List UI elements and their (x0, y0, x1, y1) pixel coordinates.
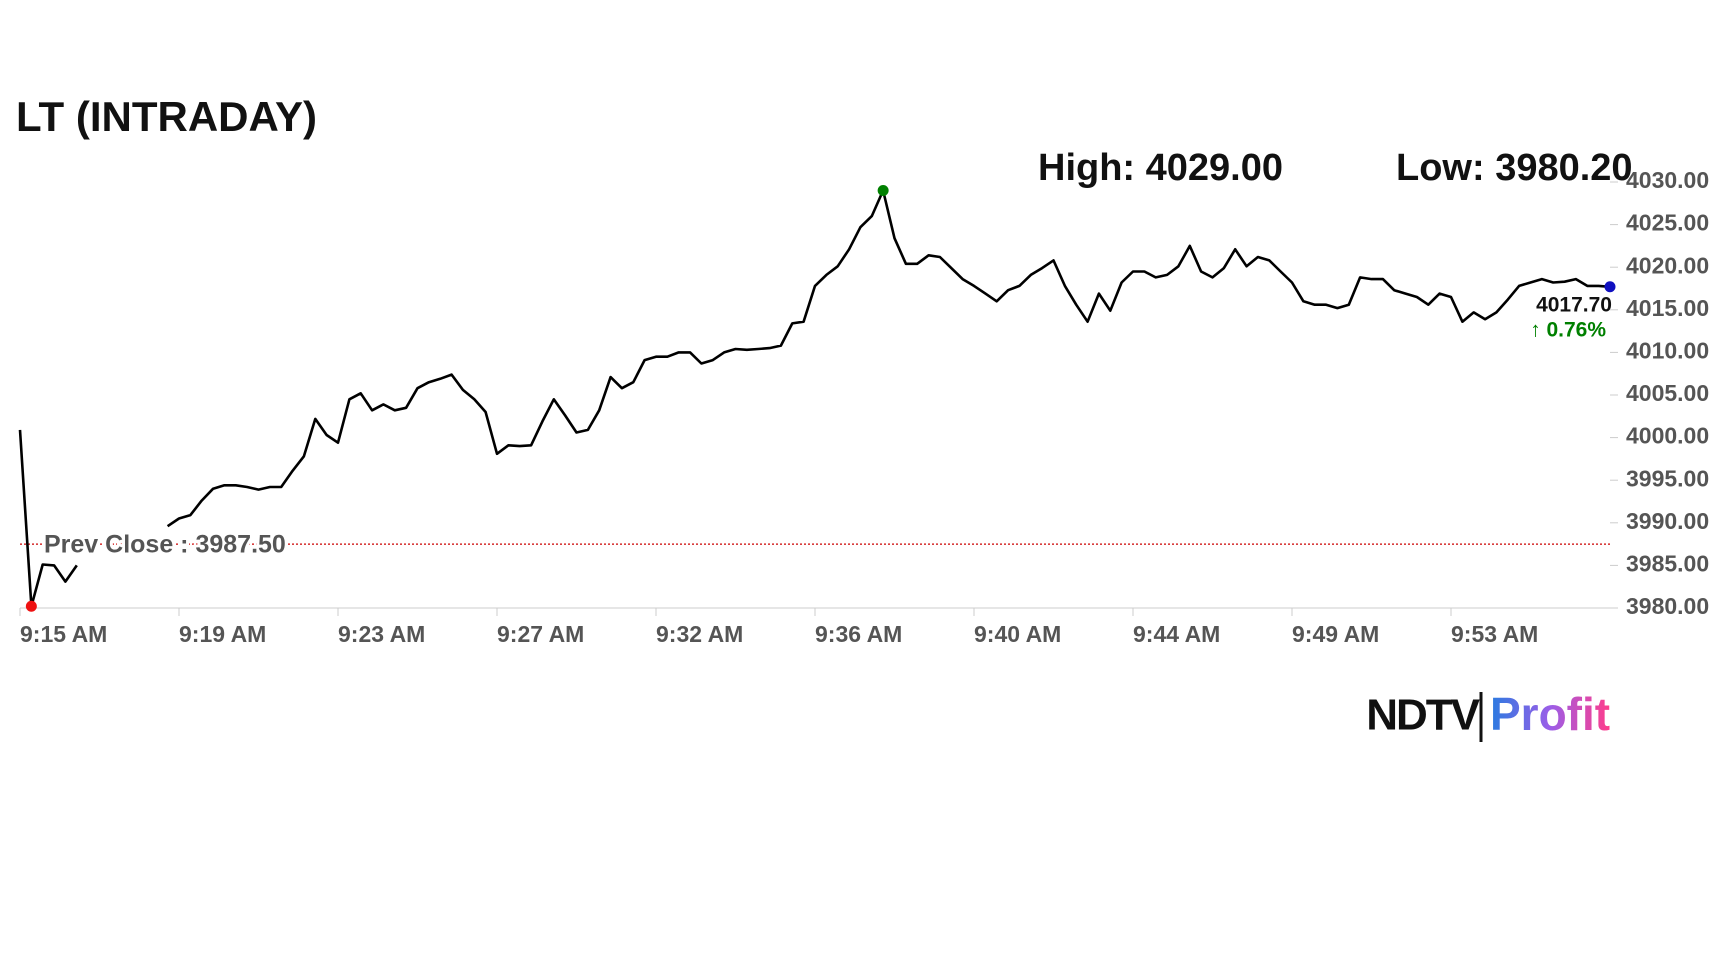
y-tick-label: 3995.00 (1626, 465, 1709, 491)
x-tick-label: 9:19 AM (179, 621, 266, 647)
y-tick-label: 3985.00 (1626, 550, 1709, 576)
low-marker (25, 600, 37, 612)
logo-ndtv: NDTV (1366, 691, 1480, 740)
y-tick-label: 4015.00 (1626, 295, 1709, 321)
y-tick-label: 4025.00 (1626, 210, 1709, 236)
y-tick-label: 3990.00 (1626, 508, 1709, 534)
x-tick-label: 9:40 AM (974, 621, 1061, 647)
high-marker (877, 185, 889, 197)
y-tick-label: 3980.00 (1626, 593, 1709, 619)
y-tick-label: 4005.00 (1626, 380, 1709, 406)
y-tick-label: 4010.00 (1626, 337, 1709, 363)
x-tick-label: 9:15 AM (20, 621, 107, 647)
change-label: ↑ 0.76% (1530, 319, 1606, 342)
prev-close-label: Prev Close : 3987.50 (44, 531, 286, 559)
y-tick-label: 4020.00 (1626, 252, 1709, 278)
chart-title: LT (INTRADAY) (16, 93, 317, 140)
x-tick-label: 9:32 AM (656, 621, 743, 647)
x-tick-label: 9:53 AM (1451, 621, 1538, 647)
logo: NDTV Profit (1366, 688, 1610, 742)
last-marker (1604, 281, 1616, 293)
x-tick-label: 9:36 AM (815, 621, 902, 647)
y-tick-label: 4030.00 (1626, 167, 1709, 193)
x-tick-label: 9:23 AM (338, 621, 425, 647)
last-value-label: 4017.70 (1536, 294, 1612, 317)
low-label: Low: 3980.20 (1396, 147, 1633, 189)
logo-profit: Profit (1490, 688, 1610, 740)
price-line (18, 189, 1611, 608)
y-tick-label: 4000.00 (1626, 423, 1709, 449)
high-label: High: 4029.00 (1038, 147, 1283, 189)
x-tick-label: 9:49 AM (1292, 621, 1379, 647)
x-tick-label: 9:27 AM (497, 621, 584, 647)
x-tick-label: 9:44 AM (1133, 621, 1220, 647)
